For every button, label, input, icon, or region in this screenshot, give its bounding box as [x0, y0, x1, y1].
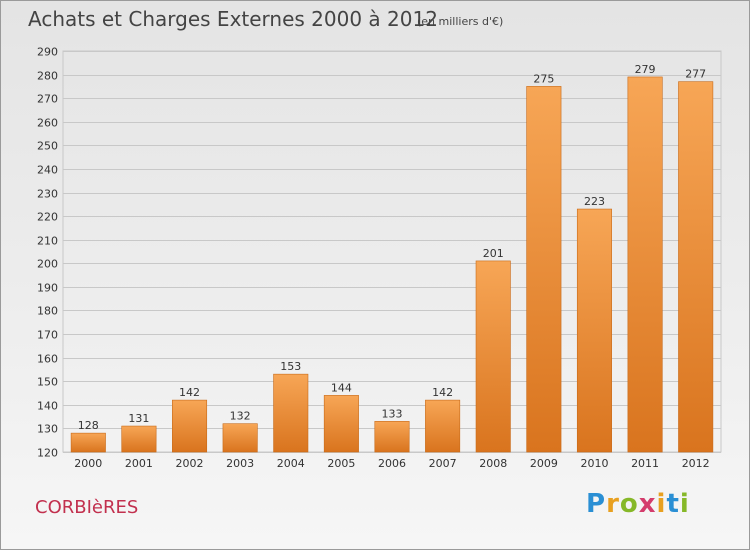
- data-labels: 128 131 142 132 153 144 133 142 201 275 223 279 277: [78, 63, 706, 432]
- logo-letter: x: [638, 489, 657, 519]
- y-tick-label: 170: [37, 329, 58, 342]
- x-axis-ticks: 2000 2001 2002 2003 2004 2005 2006 2007 2008 2009…: [74, 457, 709, 470]
- x-tick-label: 2000: [74, 457, 102, 470]
- plot-area-border: [62, 50, 722, 453]
- x-tick-label: 2004: [277, 457, 305, 470]
- bars: [70, 76, 714, 453]
- logo-letter: P: [586, 489, 607, 519]
- data-label: 144: [331, 381, 352, 394]
- data-label: 277: [685, 68, 706, 81]
- bar-2004: [273, 373, 309, 453]
- x-tick-label: 2003: [226, 457, 254, 470]
- x-tick-label: 2005: [327, 457, 355, 470]
- bar-2012: [678, 81, 714, 453]
- proxiti-logo: Proxiti: [586, 489, 690, 519]
- y-tick-label: 180: [37, 305, 58, 318]
- data-label: 142: [179, 386, 200, 399]
- y-tick-label: 240: [37, 164, 58, 177]
- y-axis-ticks: 120 130 140 150 160 170 180 190 200 210 220 230 240 2…: [37, 46, 58, 460]
- y-tick-label: 270: [37, 93, 58, 106]
- data-label: 131: [128, 412, 149, 425]
- grid-lines: [62, 50, 722, 453]
- y-tick-label: 290: [37, 46, 58, 59]
- logo-letter: i: [679, 489, 690, 519]
- bar-2001: [121, 425, 157, 453]
- y-tick-label: 140: [37, 400, 58, 413]
- data-label: 133: [382, 407, 403, 420]
- x-tick-label: 2010: [580, 457, 608, 470]
- x-tick-label: 2008: [479, 457, 507, 470]
- data-label: 201: [483, 247, 504, 260]
- logo-letter: i: [656, 489, 667, 519]
- x-tick-label: 2011: [631, 457, 659, 470]
- bar-2003: [222, 423, 258, 453]
- data-label: 279: [635, 63, 656, 76]
- bar-2006: [374, 421, 410, 453]
- data-label: 142: [432, 386, 453, 399]
- y-tick-label: 250: [37, 140, 58, 153]
- logo-letter: r: [606, 489, 620, 519]
- logo-letter: t: [666, 489, 680, 519]
- data-label: 275: [533, 72, 554, 85]
- bar-2000: [70, 432, 106, 453]
- bar-2011: [627, 76, 663, 453]
- x-tick-label: 2009: [530, 457, 558, 470]
- y-tick-label: 210: [37, 235, 58, 248]
- data-label: 128: [78, 419, 99, 432]
- y-tick-label: 280: [37, 70, 58, 83]
- logo-letter: o: [619, 489, 639, 519]
- data-label: 132: [230, 410, 251, 423]
- data-label: 223: [584, 195, 605, 208]
- y-tick-label: 230: [37, 188, 58, 201]
- chart-subtitle: (en milliers d'€): [417, 15, 504, 28]
- data-label: 153: [280, 360, 301, 373]
- bar-2005: [323, 395, 359, 453]
- chart-title: Achats et Charges Externes 2000 à 2012: [28, 7, 438, 31]
- bar-2007: [425, 399, 461, 453]
- y-tick-label: 120: [37, 447, 58, 460]
- y-tick-label: 200: [37, 258, 58, 271]
- bar-2002: [172, 399, 208, 453]
- y-tick-label: 260: [37, 117, 58, 130]
- x-tick-label: 2012: [682, 457, 710, 470]
- x-tick-label: 2006: [378, 457, 406, 470]
- y-tick-label: 190: [37, 282, 58, 295]
- commune-name: CORBIèRES: [35, 497, 139, 518]
- y-tick-label: 130: [37, 423, 58, 436]
- bar-2009: [526, 86, 562, 453]
- bar-2010: [576, 208, 612, 453]
- bar-2008: [475, 260, 511, 453]
- x-tick-label: 2002: [176, 457, 204, 470]
- x-tick-label: 2007: [429, 457, 457, 470]
- y-tick-label: 160: [37, 353, 58, 366]
- y-tick-label: 220: [37, 211, 58, 224]
- x-tick-label: 2001: [125, 457, 153, 470]
- y-tick-label: 150: [37, 376, 58, 389]
